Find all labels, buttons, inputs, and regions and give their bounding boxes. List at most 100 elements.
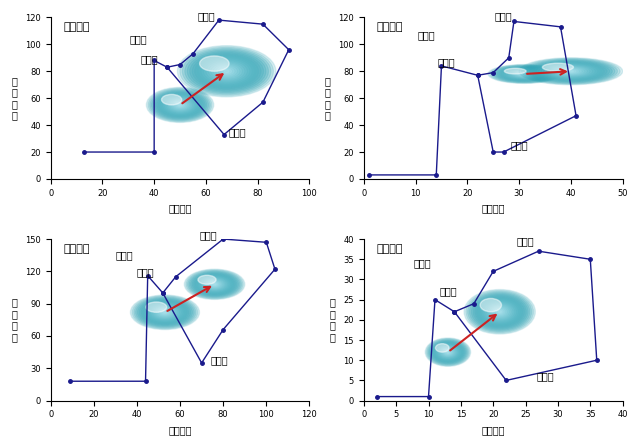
Circle shape <box>445 350 451 354</box>
Y-axis label: 특
허
건
수: 특 허 건 수 <box>324 76 330 120</box>
Circle shape <box>543 63 573 71</box>
Circle shape <box>530 61 612 82</box>
Circle shape <box>473 295 527 328</box>
Circle shape <box>540 63 602 79</box>
Circle shape <box>182 48 271 94</box>
Circle shape <box>162 95 181 105</box>
Circle shape <box>439 347 457 358</box>
Circle shape <box>512 70 537 77</box>
Circle shape <box>501 68 548 80</box>
Circle shape <box>426 338 470 366</box>
Circle shape <box>433 343 463 361</box>
Text: 유럽특허: 유럽특허 <box>377 244 403 254</box>
Circle shape <box>208 281 220 287</box>
Circle shape <box>553 66 589 76</box>
Circle shape <box>532 61 610 81</box>
Circle shape <box>491 306 509 317</box>
Circle shape <box>537 62 604 80</box>
Circle shape <box>187 271 242 298</box>
Circle shape <box>173 101 187 108</box>
Y-axis label: 특
허
건
수: 특 허 건 수 <box>330 297 335 342</box>
Circle shape <box>192 54 261 89</box>
Circle shape <box>170 99 190 110</box>
Circle shape <box>535 62 607 81</box>
Y-axis label: 특
허
건
수: 특 허 건 수 <box>11 297 17 342</box>
Circle shape <box>504 68 526 74</box>
Circle shape <box>493 66 555 82</box>
Circle shape <box>195 54 259 88</box>
Circle shape <box>429 340 467 364</box>
Circle shape <box>499 67 550 81</box>
Circle shape <box>167 98 194 112</box>
Circle shape <box>431 342 465 363</box>
Circle shape <box>548 65 594 77</box>
Circle shape <box>435 344 449 352</box>
Text: 부활기: 부활기 <box>137 268 155 277</box>
Circle shape <box>139 299 191 325</box>
Circle shape <box>510 70 539 78</box>
Circle shape <box>217 66 236 76</box>
Circle shape <box>172 100 189 109</box>
Circle shape <box>489 305 511 318</box>
Circle shape <box>527 60 615 83</box>
Circle shape <box>506 69 543 78</box>
Circle shape <box>163 96 197 114</box>
Circle shape <box>426 339 470 366</box>
Circle shape <box>521 73 528 75</box>
Circle shape <box>466 291 534 333</box>
Circle shape <box>150 305 180 320</box>
Circle shape <box>198 275 216 284</box>
Text: 미국특허: 미국특허 <box>377 22 403 32</box>
Circle shape <box>487 304 512 319</box>
Circle shape <box>213 284 216 285</box>
Circle shape <box>519 73 530 75</box>
Circle shape <box>515 72 534 76</box>
Text: 성숙기: 성숙기 <box>197 11 215 21</box>
X-axis label: 출원인수: 출원인수 <box>168 425 192 435</box>
X-axis label: 출원인수: 출원인수 <box>481 425 505 435</box>
Circle shape <box>153 306 177 318</box>
Circle shape <box>199 56 229 71</box>
Circle shape <box>132 296 197 329</box>
Circle shape <box>524 59 617 83</box>
Circle shape <box>187 51 266 92</box>
Circle shape <box>190 52 263 91</box>
Circle shape <box>445 351 450 354</box>
Text: 한국특허: 한국특허 <box>63 22 90 32</box>
Text: 부활기: 부활기 <box>438 57 456 67</box>
Circle shape <box>436 345 459 359</box>
Circle shape <box>155 307 175 318</box>
Text: 발전기: 발전기 <box>511 140 528 150</box>
Text: 발전기: 발전기 <box>210 355 227 365</box>
Circle shape <box>479 298 521 325</box>
Circle shape <box>198 276 231 293</box>
Circle shape <box>495 309 505 315</box>
Circle shape <box>180 47 273 95</box>
Circle shape <box>519 58 622 85</box>
Circle shape <box>185 50 268 93</box>
Circle shape <box>210 282 219 287</box>
Circle shape <box>178 45 276 97</box>
Circle shape <box>178 104 181 106</box>
Circle shape <box>550 66 592 77</box>
Circle shape <box>480 300 520 324</box>
Circle shape <box>563 69 579 73</box>
Circle shape <box>502 68 546 79</box>
Circle shape <box>212 283 217 286</box>
Text: 부활기: 부활기 <box>439 287 457 297</box>
Circle shape <box>497 67 551 81</box>
Circle shape <box>151 90 209 120</box>
Circle shape <box>495 66 553 82</box>
Text: 발전기: 발전기 <box>536 372 554 381</box>
Text: 퇴조기: 퇴조기 <box>413 258 431 268</box>
Circle shape <box>558 68 584 74</box>
Circle shape <box>199 277 229 292</box>
Circle shape <box>158 309 172 316</box>
Circle shape <box>162 95 199 115</box>
Circle shape <box>438 346 458 359</box>
Circle shape <box>521 58 620 84</box>
Circle shape <box>427 339 468 365</box>
Circle shape <box>545 65 597 78</box>
Circle shape <box>203 278 227 290</box>
Text: 퇴조기: 퇴조기 <box>417 30 435 40</box>
